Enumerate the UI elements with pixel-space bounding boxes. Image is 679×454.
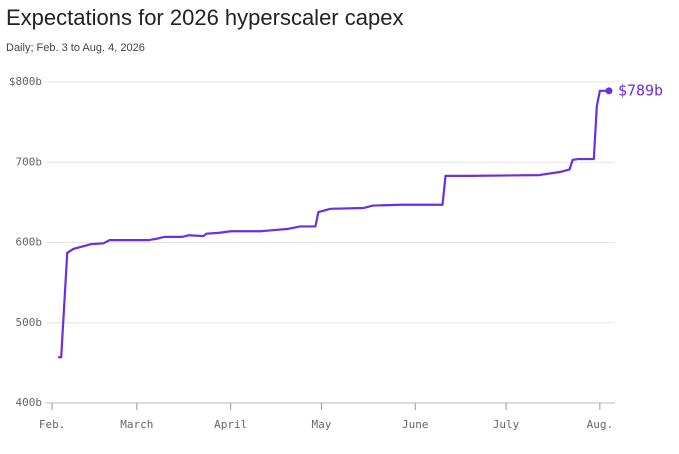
x-tick-label: Aug. (587, 418, 614, 431)
x-tick-label: June (402, 418, 429, 431)
y-tick-label: 400b (16, 396, 43, 409)
x-tick-label: Feb. (39, 418, 66, 431)
x-tick-label: July (493, 418, 520, 431)
y-tick-label: 600b (16, 236, 43, 249)
y-tick-label: 500b (16, 316, 43, 329)
chart-subtitle: Daily; Feb. 3 to Aug. 4, 2026 (6, 42, 145, 54)
y-tick-label: $800b (9, 75, 42, 88)
x-tick-label: May (312, 418, 332, 431)
x-tick-label: March (120, 418, 153, 431)
x-tick-label: April (214, 418, 247, 431)
y-tick-label: 700b (16, 155, 43, 168)
chart-title: Expectations for 2026 hyperscaler capex (6, 5, 403, 30)
line (58, 89, 609, 359)
end-marker (605, 87, 613, 95)
value-label: $789b (618, 81, 663, 99)
